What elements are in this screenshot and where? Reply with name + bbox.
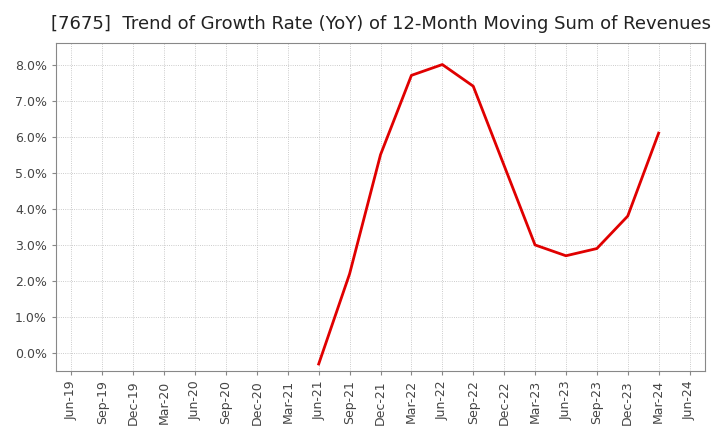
Title: [7675]  Trend of Growth Rate (YoY) of 12-Month Moving Sum of Revenues: [7675] Trend of Growth Rate (YoY) of 12-… bbox=[50, 15, 711, 33]
